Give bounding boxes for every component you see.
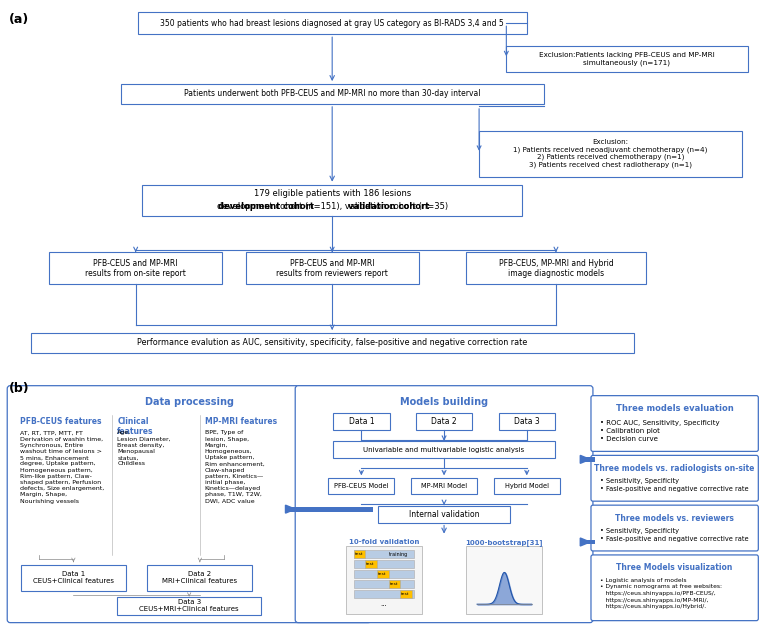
Bar bbox=[333, 442, 555, 459]
Text: Three models evaluation: Three models evaluation bbox=[615, 404, 734, 413]
Bar bbox=[121, 84, 543, 104]
Text: Three models vs. reviewers: Three models vs. reviewers bbox=[615, 514, 734, 523]
Bar bbox=[499, 413, 555, 430]
Bar bbox=[328, 478, 395, 494]
Text: Age,
Lesion Diameter,
Breast density,
Menopausal
status,
Childless: Age, Lesion Diameter, Breast density, Me… bbox=[117, 430, 171, 467]
FancyBboxPatch shape bbox=[295, 386, 593, 623]
Bar bbox=[21, 565, 126, 591]
FancyBboxPatch shape bbox=[591, 555, 758, 621]
Polygon shape bbox=[580, 455, 590, 464]
Bar bbox=[246, 252, 419, 284]
Text: test: test bbox=[378, 572, 386, 576]
Text: PFB-CEUS features: PFB-CEUS features bbox=[20, 416, 101, 426]
Bar bbox=[400, 590, 412, 598]
Text: Performance evalution as AUC, sensitivity, specificity, false-positive and negat: Performance evalution as AUC, sensitivit… bbox=[137, 338, 527, 347]
Text: Models building: Models building bbox=[400, 397, 488, 406]
Text: Data 3
CEUS+MRI+Clinical features: Data 3 CEUS+MRI+Clinical features bbox=[139, 599, 239, 612]
Bar bbox=[333, 413, 390, 430]
Bar bbox=[378, 506, 510, 523]
Text: Data processing: Data processing bbox=[145, 397, 233, 406]
Bar bbox=[580, 540, 595, 545]
FancyBboxPatch shape bbox=[7, 386, 371, 623]
Text: Exclusion:Patients lacking PFB-CEUS and MP-MRI
simultaneously (n=171): Exclusion:Patients lacking PFB-CEUS and … bbox=[539, 52, 715, 66]
Text: Hybrid Model: Hybrid Model bbox=[505, 483, 549, 489]
Text: 1000-bootstrap[31]: 1000-bootstrap[31] bbox=[466, 539, 543, 546]
Bar bbox=[354, 550, 365, 559]
Text: Internal validation: Internal validation bbox=[409, 509, 479, 519]
Text: • Sensitivity, Specificity
• Fasle-positive and negative corrective rate: • Sensitivity, Specificity • Fasle-posit… bbox=[600, 528, 749, 542]
Bar bbox=[467, 547, 543, 614]
Bar bbox=[49, 252, 222, 284]
Bar bbox=[138, 13, 527, 34]
Text: 350 patients who had breast lesions diagnosed at gray US category as BI-RADS 3,4: 350 patients who had breast lesions diag… bbox=[161, 19, 504, 28]
FancyBboxPatch shape bbox=[591, 455, 758, 501]
Text: (b): (b) bbox=[9, 382, 30, 395]
Text: test: test bbox=[355, 552, 363, 557]
Bar bbox=[117, 597, 262, 615]
Text: development cohort (n=151), validation cohort (n=35): development cohort (n=151), validation c… bbox=[217, 202, 448, 211]
Bar bbox=[479, 131, 742, 177]
FancyBboxPatch shape bbox=[591, 396, 758, 452]
Text: Data 2
MRI+Clinical features: Data 2 MRI+Clinical features bbox=[162, 571, 237, 584]
Polygon shape bbox=[580, 538, 590, 546]
Text: development cohort: development cohort bbox=[218, 202, 314, 211]
Text: AT, RT, TTP, MTT, FT
Derivation of washin time,
Synchronous, Entire
washout time: AT, RT, TTP, MTT, FT Derivation of washi… bbox=[20, 430, 104, 504]
Bar bbox=[365, 560, 377, 569]
Bar bbox=[143, 184, 522, 216]
Text: Clinical
features: Clinical features bbox=[117, 416, 153, 436]
Text: Three models vs. radiologists on-site: Three models vs. radiologists on-site bbox=[594, 464, 755, 473]
Text: PFB-CEUS and MP-MRI
results from on-site report: PFB-CEUS and MP-MRI results from on-site… bbox=[85, 259, 186, 278]
Text: Univariable and multivariable logistic analysis: Univariable and multivariable logistic a… bbox=[363, 447, 525, 453]
Text: MP-MRI features: MP-MRI features bbox=[204, 416, 277, 426]
Bar bbox=[466, 252, 646, 284]
Bar bbox=[354, 571, 414, 578]
Bar bbox=[354, 550, 414, 559]
Bar bbox=[354, 560, 414, 569]
Bar bbox=[346, 547, 422, 614]
Bar bbox=[147, 565, 252, 591]
Text: PFB-CEUS Model: PFB-CEUS Model bbox=[334, 483, 388, 489]
Text: • ROC AUC, Sensitivity, Specificity
• Calibration plot
• Decision curve: • ROC AUC, Sensitivity, Specificity • Ca… bbox=[600, 420, 720, 442]
Text: 10-fold validation: 10-fold validation bbox=[348, 540, 419, 545]
Text: test: test bbox=[390, 582, 398, 586]
Text: PFB-CEUS and MP-MRI
results from reviewers report: PFB-CEUS and MP-MRI results from reviewe… bbox=[276, 259, 388, 278]
Bar bbox=[286, 506, 373, 511]
Text: Data 2: Data 2 bbox=[431, 417, 456, 426]
Text: test: test bbox=[401, 593, 410, 596]
Text: validation cohort: validation cohort bbox=[348, 202, 429, 211]
Text: test: test bbox=[366, 562, 375, 566]
Text: Data 3: Data 3 bbox=[514, 417, 539, 426]
Text: (a): (a) bbox=[9, 13, 30, 26]
Text: Exclusion:
1) Patients received neoadjuvant chemotherapy (n=4)
2) Patients recei: Exclusion: 1) Patients received neoadjuv… bbox=[513, 140, 708, 168]
Text: • Sensitivity, Specificity
• Fasle-positive and negative corrective rate: • Sensitivity, Specificity • Fasle-posit… bbox=[600, 478, 749, 493]
Text: BPE, Type of
lesion, Shape,
Margin,
Homogeneous,
Uptake pattern,
Rim enhancement: BPE, Type of lesion, Shape, Margin, Homo… bbox=[204, 430, 265, 504]
Text: 179 eligible patients with 186 lesions: 179 eligible patients with 186 lesions bbox=[254, 189, 411, 198]
Bar bbox=[580, 457, 595, 462]
Text: Three Models visualization: Three Models visualization bbox=[616, 564, 733, 572]
Text: PFB-CEUS, MP-MRI and Hybrid
image diagnostic models: PFB-CEUS, MP-MRI and Hybrid image diagno… bbox=[499, 259, 613, 278]
Text: training: training bbox=[388, 552, 408, 557]
Bar bbox=[354, 590, 414, 598]
Text: ...: ... bbox=[381, 601, 387, 607]
Bar bbox=[411, 478, 477, 494]
Bar bbox=[354, 581, 414, 588]
Bar bbox=[494, 478, 560, 494]
Polygon shape bbox=[286, 505, 295, 513]
Text: MP-MRI Model: MP-MRI Model bbox=[421, 483, 467, 489]
Text: Data 1: Data 1 bbox=[348, 417, 374, 426]
Text: • Logistic analysis of models
• Dynamic nomograms at free websites:
   https://c: • Logistic analysis of models • Dynamic … bbox=[600, 578, 722, 610]
Bar bbox=[507, 46, 748, 72]
Text: Patients underwent both PFB-CEUS and MP-MRI no more than 30-day interval: Patients underwent both PFB-CEUS and MP-… bbox=[184, 89, 481, 99]
Bar bbox=[388, 581, 400, 588]
Text: Data 1
CEUS+Clinical features: Data 1 CEUS+Clinical features bbox=[33, 571, 114, 584]
Bar bbox=[416, 413, 472, 430]
Bar bbox=[31, 333, 633, 353]
FancyBboxPatch shape bbox=[591, 505, 758, 551]
Bar bbox=[377, 571, 388, 578]
